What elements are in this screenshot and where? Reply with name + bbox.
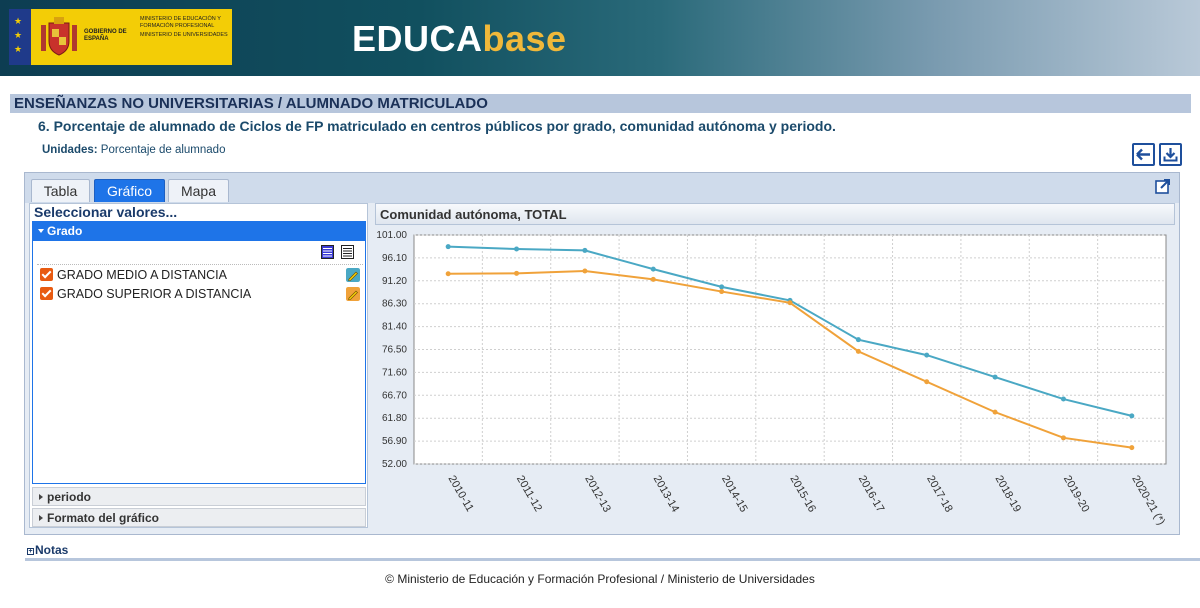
tab-grafico[interactable]: Gráfico (94, 179, 165, 202)
data-point (719, 289, 725, 295)
data-point (514, 270, 520, 276)
y-tick-label: 71.60 (382, 367, 407, 378)
data-point (924, 352, 930, 358)
y-tick-label: 91.20 (382, 276, 407, 287)
option-label: GRADO SUPERIOR A DISTANCIA (57, 287, 252, 301)
educabase-logo[interactable]: EDUCAbase (352, 18, 567, 60)
x-tick-label: 2018-19 (992, 474, 1023, 515)
periodo-label: periodo (47, 490, 91, 504)
tab-mapa[interactable]: Mapa (168, 179, 229, 202)
y-tick-label: 66.70 (382, 390, 407, 401)
data-point (582, 247, 588, 253)
units-value: Porcentaje de alumnado (100, 144, 226, 156)
ministerio-educacion-text: MINISTERIO DE EDUCACIÓN Y FORMACIÓN PROF… (140, 16, 221, 29)
y-tick-label: 61.80 (382, 413, 407, 424)
option-grado-medio[interactable]: GRADO MEDIO A DISTANCIA (40, 268, 227, 282)
select-all-icon[interactable] (321, 245, 334, 259)
y-tick-label: 76.50 (382, 345, 407, 356)
data-point (719, 284, 725, 290)
data-point (1129, 445, 1135, 451)
external-link-icon[interactable] (1155, 178, 1171, 194)
coat-of-arms-icon (41, 17, 77, 56)
x-tick-label: 2011-12 (514, 474, 544, 514)
tab-tabla[interactable]: Tabla (31, 179, 90, 202)
checkbox-checked-icon[interactable] (40, 287, 53, 300)
brand-base: base (482, 18, 567, 59)
x-tick-label: 2020-21 (*) (1129, 474, 1167, 528)
data-point (992, 374, 998, 380)
ministerio-text: MINISTERIO DE EDUCACIÓN Y FORMACIÓN PROF… (140, 16, 230, 39)
x-tick-label: 2014-15 (719, 474, 750, 515)
units-line: Unidades: Porcentaje de alumnado (42, 144, 225, 156)
x-tick-label: 2013-14 (651, 474, 682, 515)
chart-header: Comunidad autónoma, TOTAL (375, 203, 1175, 225)
color-pencil-icon[interactable] (346, 287, 360, 301)
gobierno-text: GOBIERNO DE ESPAÑA (84, 29, 127, 42)
grado-accordion-header[interactable]: Grado (32, 221, 366, 241)
periodo-accordion[interactable]: periodo (32, 487, 366, 506)
data-point (855, 348, 861, 354)
arrow-left-icon (1136, 148, 1150, 161)
grado-label: Grado (47, 224, 83, 238)
page-title: 6. Porcentaje de alumnado de Ciclos de F… (38, 118, 836, 134)
y-tick-label: 81.40 (382, 322, 407, 333)
formato-label: Formato del gráfico (47, 511, 160, 525)
grado-options-box (32, 241, 366, 484)
x-tick-label: 2017-18 (924, 474, 955, 515)
formato-accordion[interactable]: Formato del gráfico (32, 508, 366, 527)
footer-divider (25, 558, 1200, 561)
eu-flag-icon: ★ ★ ★ (9, 9, 31, 65)
deselect-all-icon[interactable] (341, 245, 354, 259)
data-point (650, 266, 656, 272)
units-label: Unidades: (42, 144, 98, 156)
x-tick-label: 2012-13 (582, 474, 613, 515)
government-logo[interactable]: ★ ★ ★ GOBIERNO DE ESPAÑA MINISTERIO DE EDU… (9, 9, 232, 65)
option-label: GRADO MEDIO A DISTANCIA (57, 268, 227, 282)
caret-right-icon (39, 494, 43, 500)
section-title: ENSEÑANZAS NO UNIVERSITARIAS / ALUMNADO … (14, 95, 488, 112)
download-button[interactable] (1159, 143, 1182, 166)
ministerio-universidades-text: MINISTERIO DE UNIVERSIDADES (140, 32, 228, 38)
x-tick-label: 2019-20 (1061, 474, 1092, 515)
data-point (787, 300, 793, 306)
notas-label: Notas (35, 543, 69, 557)
data-point (445, 244, 451, 250)
x-tick-label: 2016-17 (856, 474, 887, 515)
x-tick-label: 2010-11 (446, 474, 476, 514)
checkbox-checked-icon[interactable] (40, 268, 53, 281)
option-grado-superior[interactable]: GRADO SUPERIOR A DISTANCIA (40, 287, 251, 301)
data-point (1060, 396, 1066, 402)
line-chart[interactable]: 101.00 96.10 91.20 86.30 81.40 76.50 71.60 66.7… (375, 226, 1175, 530)
color-pencil-icon[interactable] (346, 268, 360, 282)
data-point (855, 337, 861, 343)
data-point (992, 409, 998, 415)
data-point (1060, 435, 1066, 441)
site-header: ★ ★ ★ GOBIERNO DE ESPAÑA MINISTERIO DE EDU… (0, 0, 1200, 76)
filter-title: Seleccionar valores... (34, 204, 178, 220)
y-tick-label: 101.00 (376, 230, 407, 241)
back-button[interactable] (1132, 143, 1155, 166)
x-tick-label: 2015-16 (787, 474, 818, 515)
data-point (582, 268, 588, 274)
y-tick-label: 86.30 (382, 299, 407, 310)
notas-toggle[interactable]: + Notas (27, 543, 68, 557)
section-bar (10, 94, 1191, 113)
data-point (445, 271, 451, 277)
brand-educa: EDUCA (352, 18, 483, 59)
download-icon (1163, 148, 1178, 162)
y-tick-label: 96.10 (382, 253, 407, 264)
data-point (514, 246, 520, 252)
y-tick-label: 56.90 (382, 436, 407, 447)
data-point (650, 276, 656, 282)
y-tick-label: 52.00 (382, 459, 407, 470)
caret-down-icon (38, 229, 44, 233)
plus-icon: + (27, 548, 34, 555)
data-point (1129, 413, 1135, 419)
footer-copyright: © Ministerio de Educación y Formación Pr… (385, 572, 815, 586)
caret-right-icon (39, 515, 43, 521)
data-point (924, 379, 930, 385)
divider (37, 264, 363, 265)
